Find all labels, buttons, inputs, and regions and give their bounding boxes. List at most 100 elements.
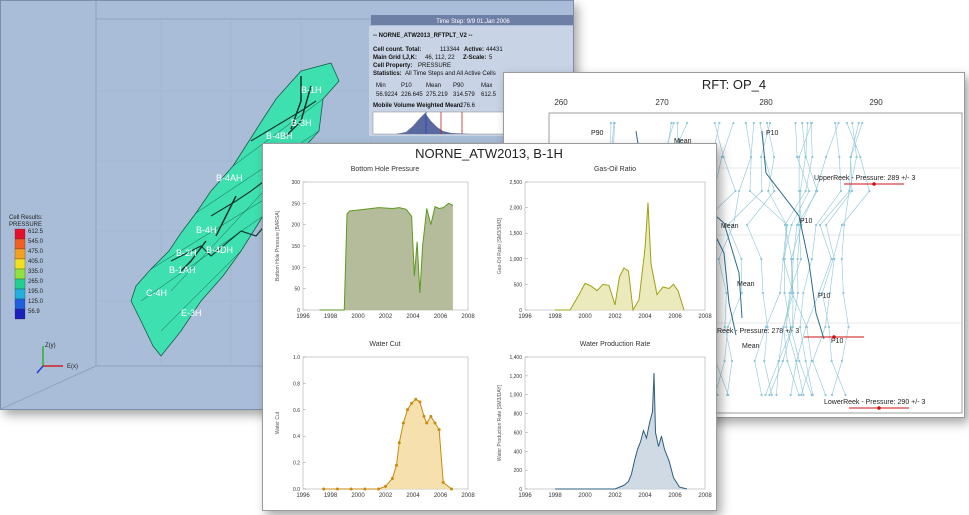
y-tick: 1,000 [509, 257, 522, 263]
legend-swatch [14, 248, 26, 260]
x-tick: 2004 [638, 314, 652, 320]
rft-curve-point [722, 155, 725, 159]
rft-curve-point [773, 155, 776, 159]
legend-swatch [14, 288, 26, 300]
lower-reek-label: LowerReek - Pressure: 290 +/- 3 [824, 399, 925, 406]
rft-curve-point [723, 359, 726, 363]
rft-p10-label: P10 [800, 218, 813, 225]
rft-curve-point [810, 359, 813, 363]
rft-curve-point [791, 325, 794, 329]
legend-swatch [14, 258, 26, 270]
x-tick: 1998 [324, 314, 338, 320]
rft-p10-label: P10 [766, 130, 779, 137]
legend-swatch [14, 268, 26, 280]
well-labels: B-1H B-3H B-4AH B-4H B-2H B-1AH B-4DH B-… [146, 85, 322, 318]
data-point [410, 401, 414, 405]
well-label: B-4AH [216, 173, 243, 183]
rft-x-ticks: 260 270 280 290 [554, 98, 883, 107]
rft-curve-point [740, 257, 743, 261]
rft-curve-point [806, 121, 809, 125]
rft-curve-point [775, 393, 778, 397]
y-tick: 100 [292, 265, 301, 271]
y-tick: 600 [514, 430, 523, 436]
rft-curve-point [800, 393, 803, 397]
legend-value: 265.0 [28, 279, 44, 285]
legend-swatch [14, 308, 26, 320]
rft-curve-point [824, 325, 827, 329]
data-point [450, 487, 453, 491]
x-tick: 1998 [548, 314, 562, 320]
rft-curve-point [810, 121, 813, 125]
rft-curve-point [745, 223, 749, 227]
data-point [429, 414, 433, 418]
cell-count-label: Cell count. Total: [373, 47, 421, 53]
rft-curve-point [732, 223, 735, 227]
statistics-value: All Time Steps and All Active Cells [405, 71, 496, 77]
y-tick: 200 [514, 468, 523, 474]
data-point [418, 400, 422, 404]
well-plot-bhp[interactable]: Bottom Hole Pressure30025020015010050019… [275, 166, 475, 320]
rft-curve-point [759, 155, 763, 159]
rft-curve-point [851, 121, 854, 125]
rft-mean-label: Mean [737, 281, 755, 288]
y-tick: 1,000 [509, 393, 522, 399]
rft-x-tick: 260 [554, 98, 568, 107]
rft-curve-point [609, 121, 613, 125]
rft-curve-point [799, 257, 803, 261]
rft-curve-point [773, 189, 776, 193]
well-plot-wpr[interactable]: Water Production Rate 1,400 1,200 1,000 800 6… [497, 341, 712, 499]
x-tick: 2006 [668, 314, 682, 320]
plot-area[interactable] [302, 356, 469, 490]
rft-curve-point [748, 189, 752, 193]
y-tick: 0.6 [293, 408, 300, 414]
rft-title: RFT: OP_4 [702, 77, 766, 92]
rft-curve-point [760, 257, 763, 261]
legend-swatch [14, 228, 26, 240]
rft-curve-point [795, 155, 799, 159]
well-summary-window[interactable]: NORNE_ATW2013, B-1H Bottom Hole Pressure… [262, 143, 717, 511]
rft-curve-point [789, 325, 792, 329]
rft-mean-label: Mean [721, 223, 739, 230]
plot-title: Gas-Oil Ratio [594, 166, 636, 173]
y-tick: 150 [292, 244, 301, 250]
rft-curve-point [750, 155, 753, 159]
plot-area[interactable] [524, 356, 706, 490]
rft-curve-point [804, 189, 807, 193]
legend-value: 405.0 [28, 259, 44, 265]
x-tick: 2000 [351, 493, 365, 499]
cell-property-label: Cell Property: [373, 63, 412, 69]
rft-curve-point [768, 393, 771, 397]
rft-curve-point [796, 257, 799, 261]
rft-curve-point [726, 393, 729, 397]
rft-curve-point [830, 393, 834, 397]
x-tick: 2006 [434, 493, 448, 499]
data-point [363, 487, 367, 491]
x-tick: 2002 [379, 314, 393, 320]
data-point [441, 480, 445, 484]
legend-swatch [14, 278, 26, 290]
x-tick: 1998 [548, 493, 562, 499]
rft-curve-point [817, 291, 821, 295]
rft-curve-point [840, 359, 844, 363]
rft-curve-point [799, 189, 802, 193]
x-tick: 2004 [406, 493, 420, 499]
well-paths [180, 76, 312, 272]
rft-curve-point [732, 121, 735, 125]
active-label: Active: [464, 47, 484, 53]
rft-curve-point [798, 155, 801, 159]
rft-x-tick: 290 [869, 98, 883, 107]
rft-curve-point [783, 223, 786, 227]
plot-title: Water Production Rate [580, 341, 651, 348]
main-grid-label: Main Grid I,J,K: [373, 55, 417, 61]
x-tick: 1996 [518, 493, 532, 499]
rft-curve-point [613, 121, 616, 125]
x-tick: 2004 [406, 314, 420, 320]
well-plot-gor[interactable]: Gas-Oil Ratio2,5002,0001,5001,0005000199… [497, 166, 712, 320]
rft-mean-label: Mean [742, 343, 760, 350]
case-name: -- NORNE_ATW2013_RFTPLT_V2 -- [373, 33, 472, 39]
grid-3d-canvas[interactable]: B-1H B-3H B-4AH B-4H B-2H B-1AH B-4DH B-… [1, 1, 573, 409]
stats-value: 226.645 [401, 92, 423, 98]
x-tick: 2000 [578, 314, 592, 320]
reservoir-model[interactable] [130, 62, 340, 357]
